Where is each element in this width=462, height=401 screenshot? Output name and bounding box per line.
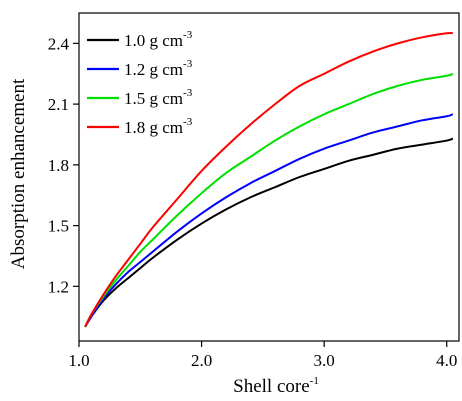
y-tick-label: 1.5 bbox=[48, 217, 69, 236]
plot-border bbox=[78, 12, 460, 342]
legend-label-text: 1.8 g cm bbox=[124, 118, 183, 137]
y-axis-title: Absorption enhancement bbox=[8, 78, 29, 269]
x-tick-label: 3.0 bbox=[314, 351, 335, 370]
x-tick-label: 4.0 bbox=[436, 351, 457, 370]
legend-label: 1.2 g cm-3 bbox=[124, 58, 193, 79]
legend-label-text: 1.2 g cm bbox=[124, 60, 183, 79]
plot-frame bbox=[78, 12, 460, 342]
legend-label-superscript: -3 bbox=[183, 116, 193, 128]
legend-label-superscript: -3 bbox=[183, 87, 193, 99]
series-line-3 bbox=[84, 72, 454, 328]
x-axis-title-superscript: -1 bbox=[310, 375, 319, 387]
series-line-4 bbox=[84, 31, 453, 328]
y-tick-label: 1.2 bbox=[48, 277, 69, 296]
y-tick-label: 2.1 bbox=[48, 95, 69, 114]
legend-label: 1.8 g cm-3 bbox=[124, 116, 193, 137]
series-line-1 bbox=[84, 137, 454, 328]
series-line-2 bbox=[84, 113, 454, 328]
x-tick-label: 2.0 bbox=[191, 351, 212, 370]
x-axis: 1.0 2.0 3.0 4.0 bbox=[68, 341, 457, 370]
y-axis: 1.2 1.5 1.8 2.1 2.4 bbox=[48, 34, 79, 296]
series-lines bbox=[84, 31, 454, 328]
y-tick-label: 1.8 bbox=[48, 156, 69, 175]
legend-label: 1.0 g cm-3 bbox=[124, 29, 193, 50]
legend-label: 1.5 g cm-3 bbox=[124, 87, 193, 108]
x-axis-title: Shell core-1 bbox=[233, 375, 319, 397]
x-tick-label: 1.0 bbox=[68, 351, 89, 370]
legend-label-superscript: -3 bbox=[183, 29, 193, 41]
y-tick-label: 2.4 bbox=[48, 34, 70, 53]
legend: 1.0 g cm-31.2 g cm-31.5 g cm-31.8 g cm-3 bbox=[87, 29, 193, 137]
legend-label-text: 1.5 g cm bbox=[124, 89, 183, 108]
legend-label-text: 1.0 g cm bbox=[124, 31, 183, 50]
x-axis-title-text: Shell core bbox=[233, 376, 310, 397]
legend-label-superscript: -3 bbox=[183, 58, 193, 70]
